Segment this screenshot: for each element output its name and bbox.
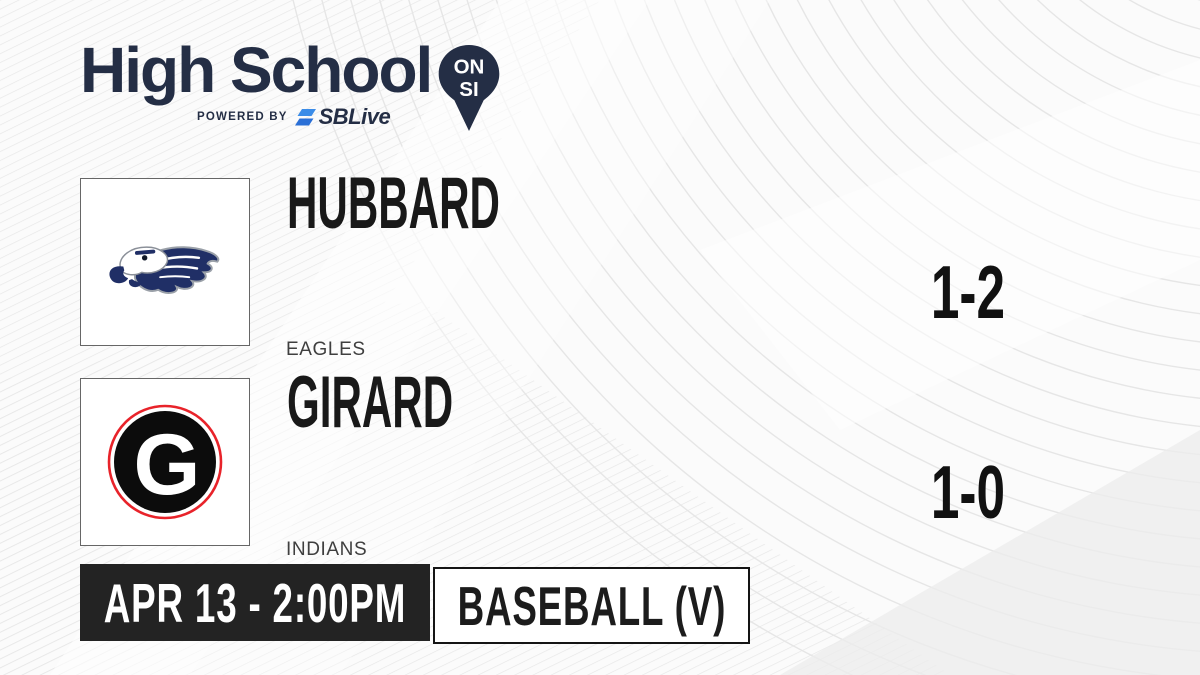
team1-logo-box bbox=[80, 178, 250, 346]
pin-text-on: ON bbox=[454, 55, 485, 78]
g-letter: G bbox=[134, 417, 201, 513]
team2-mascot: INDIANS bbox=[286, 539, 368, 560]
sblive-logo: SBLive bbox=[294, 104, 391, 129]
powered-by-label: POWERED BY bbox=[197, 111, 288, 123]
on-si-pin-icon: ON SI bbox=[438, 44, 500, 132]
team2-record: 1-0 bbox=[930, 450, 1005, 535]
team2-logo-box: G bbox=[80, 378, 250, 546]
pin-text-si: SI bbox=[459, 78, 478, 101]
team1-name: HUBBARD bbox=[287, 162, 500, 245]
team2-name: GIRARD bbox=[287, 361, 454, 444]
brand-title: High School bbox=[80, 34, 433, 106]
game-datetime-text: APR 13 - 2:00PM bbox=[103, 571, 407, 634]
sblive-wordmark-text: SBLive bbox=[318, 104, 391, 129]
team1-record: 1-2 bbox=[930, 250, 1005, 335]
powered-by-row: POWERED BY SBLive bbox=[197, 104, 391, 129]
game-event-box: BASEBALL (V) bbox=[433, 567, 750, 644]
game-datetime-bar: APR 13 - 2:00PM bbox=[80, 564, 430, 641]
eagle-head-logo-icon bbox=[109, 246, 220, 294]
game-event-text: BASEBALL (V) bbox=[457, 574, 726, 637]
team1-mascot: EAGLES bbox=[286, 339, 366, 360]
g-circle-logo-icon: G bbox=[107, 404, 223, 520]
sblive-s-bolt-icon bbox=[294, 108, 316, 125]
